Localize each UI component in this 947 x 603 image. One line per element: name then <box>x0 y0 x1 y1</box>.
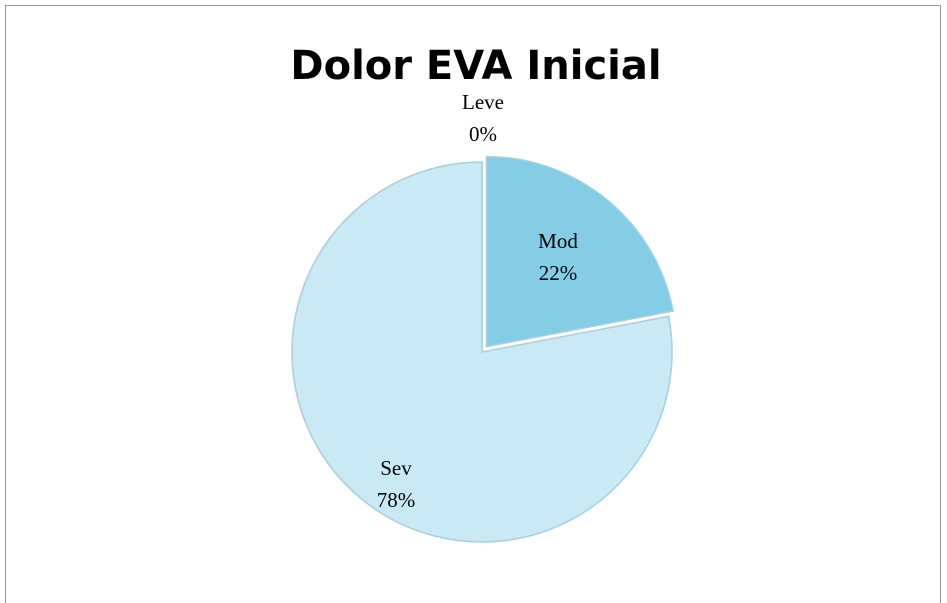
slice-value-label: 78% <box>377 488 416 512</box>
slice-value-label: 0% <box>469 122 497 146</box>
pie-slice <box>291 161 673 543</box>
pie-slice <box>485 155 674 348</box>
slice-category-label: Mod <box>538 229 578 253</box>
slice-category-label: Sev <box>380 456 412 480</box>
slice-category-label: Leve <box>462 90 504 114</box>
slice-value-label: 22% <box>539 261 578 285</box>
chart-title: Dolor EVA Inicial <box>290 43 661 89</box>
